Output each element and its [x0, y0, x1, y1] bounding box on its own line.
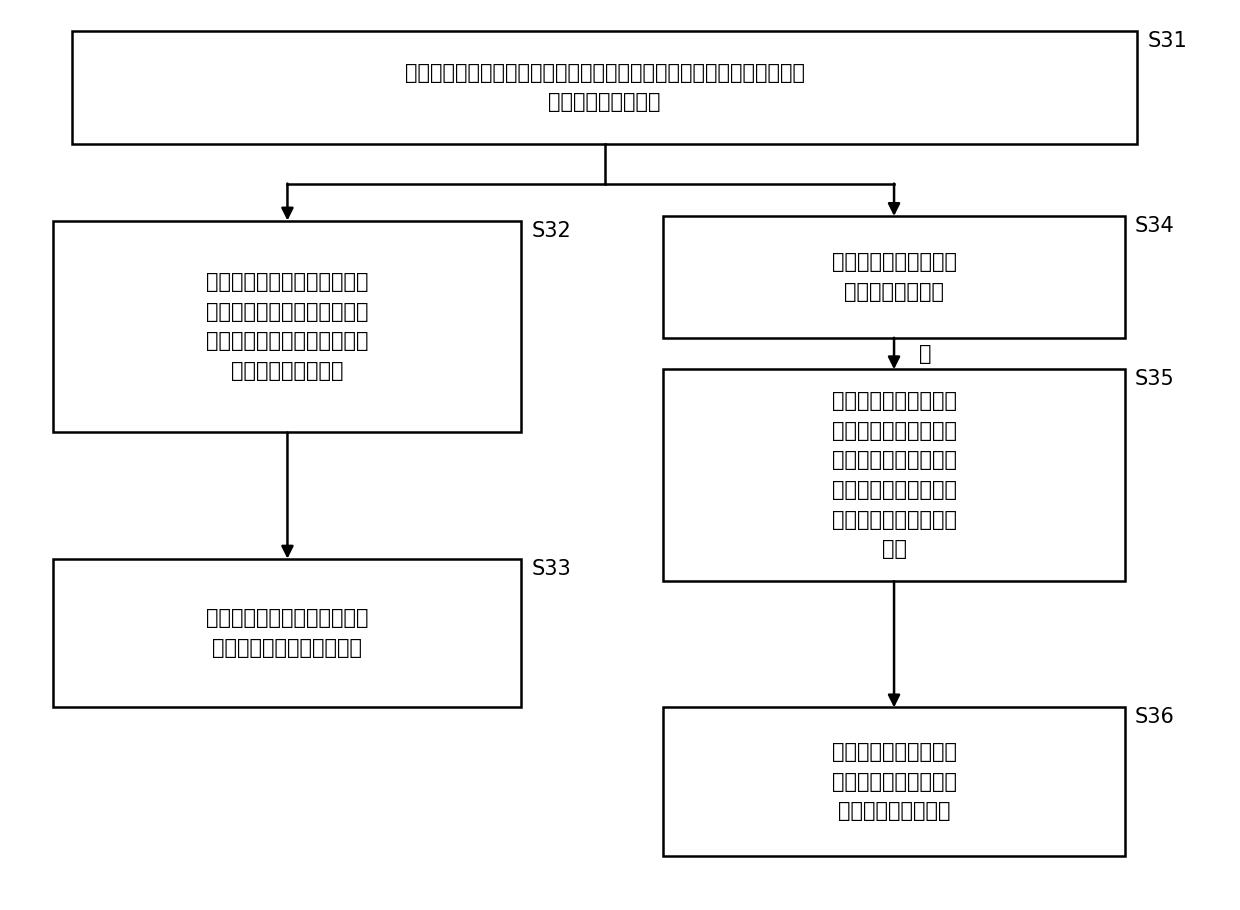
Text: 根据所述温度差值及预
设的温度差值与内循环
风口最大开度匹配关系
，确定与所述温度差值
对应的内循环风口最大
开度: 根据所述温度差值及预 设的温度差值与内循环 风口最大开度匹配关系 ，确定与所述温… — [832, 391, 956, 560]
Text: 根据所述温度差值及预设的温
度差值与新风口最大开度匹配
关系，确定与所述温度差值对
应的新风口最大开度: 根据所述温度差值及预设的温 度差值与新风口最大开度匹配 关系，确定与所述温度差值… — [206, 272, 368, 381]
Text: 当空调器的所述当前控制模式为第一类预设模式时，计算室内温度值与室
外温度值的温度差值: 当空调器的所述当前控制模式为第一类预设模式时，计算室内温度值与室 外温度值的温度… — [404, 63, 805, 112]
Text: S36: S36 — [1135, 707, 1174, 727]
FancyBboxPatch shape — [53, 220, 522, 432]
FancyBboxPatch shape — [53, 559, 522, 707]
FancyBboxPatch shape — [663, 216, 1125, 338]
Text: 确认所述温度差值是否
大于预设温度阈值: 确认所述温度差值是否 大于预设温度阈值 — [832, 252, 956, 302]
FancyBboxPatch shape — [663, 369, 1125, 581]
Text: 控制所述内循环风口的
开度小于或者等于所述
内循环风口最大开度: 控制所述内循环风口的 开度小于或者等于所述 内循环风口最大开度 — [832, 743, 956, 822]
Text: S32: S32 — [531, 220, 572, 240]
Text: S35: S35 — [1135, 369, 1174, 389]
Text: S34: S34 — [1135, 216, 1174, 236]
Text: S31: S31 — [1147, 31, 1187, 51]
Text: 控制所述新风口的开度小于或
者等于所述新风口最大开度: 控制所述新风口的开度小于或 者等于所述新风口最大开度 — [206, 608, 368, 658]
FancyBboxPatch shape — [663, 707, 1125, 856]
Text: 是: 是 — [919, 344, 931, 364]
FancyBboxPatch shape — [72, 31, 1137, 144]
Text: S33: S33 — [531, 559, 572, 579]
